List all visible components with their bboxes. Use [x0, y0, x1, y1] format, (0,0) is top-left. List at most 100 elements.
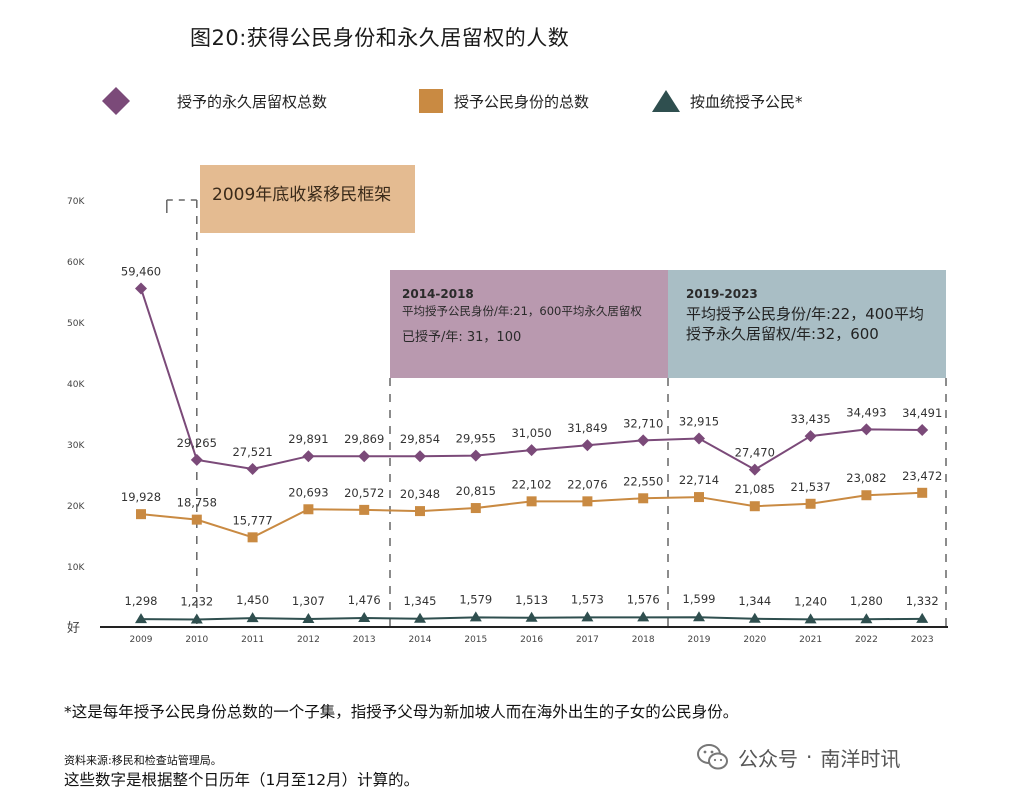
data-label: 1,240 — [794, 594, 827, 608]
legend-label: 按血统授予公民* — [690, 92, 803, 111]
watermark-name: 南洋时讯 — [820, 746, 901, 771]
data-label: 1,332 — [906, 594, 939, 608]
data-point — [860, 613, 873, 624]
data-point — [302, 613, 315, 624]
data-label: 19,928 — [121, 490, 161, 504]
data-point — [246, 463, 259, 476]
panel-title: 2019-2023 — [686, 287, 758, 301]
x-tick-label: 2021 — [799, 635, 822, 645]
data-point — [582, 496, 593, 507]
y-tick-label: 40K — [67, 380, 85, 390]
y-tick-label: 好 — [67, 621, 80, 636]
data-point — [525, 444, 538, 457]
data-label: 34,491 — [902, 406, 942, 420]
x-tick-label: 2018 — [632, 635, 655, 645]
data-label: 20,693 — [288, 485, 328, 499]
data-point — [694, 492, 704, 503]
data-point — [693, 611, 705, 622]
data-label: 23,082 — [846, 471, 886, 485]
x-tick-label: 2009 — [130, 635, 153, 645]
data-point — [526, 496, 537, 507]
data-label: 20,348 — [400, 487, 440, 501]
legend-label: 授予的永久居留权总数 — [177, 92, 328, 111]
data-label: 34,493 — [846, 405, 886, 419]
data-label: 27,470 — [735, 446, 775, 460]
y-tick-label: 10K — [67, 563, 85, 573]
data-point — [190, 613, 203, 624]
data-label: 1,599 — [683, 592, 716, 606]
calendar-note: 这些数字是根据整个日历年（1月至12月）计算的。 — [64, 771, 420, 789]
y-tick-label: 70K — [67, 197, 85, 207]
data-label: 22,102 — [511, 477, 551, 491]
data-label: 20,572 — [344, 486, 384, 500]
data-point — [136, 509, 146, 520]
y-tick-label: 60K — [67, 258, 85, 268]
data-point — [358, 611, 371, 622]
data-label: 29,869 — [344, 432, 384, 446]
data-label: 1,573 — [571, 592, 604, 606]
panel-body: 平均授予公民身份/年:22，400平均授予永久居留权/年:32，600 — [686, 305, 924, 343]
series-line — [140, 288, 923, 471]
y-tick-label: 50K — [67, 319, 85, 329]
data-point — [638, 493, 649, 504]
data-point — [916, 612, 929, 623]
data-point — [415, 506, 425, 517]
data-label: 15,777 — [232, 513, 272, 527]
data-label: 32,915 — [679, 415, 719, 429]
data-point — [414, 450, 426, 463]
x-tick-label: 2017 — [576, 635, 599, 645]
data-label: 29,891 — [288, 432, 328, 446]
data-label: 1,450 — [236, 593, 269, 607]
data-point — [303, 504, 314, 515]
data-label: 1,307 — [292, 594, 325, 608]
data-label: 27,521 — [232, 445, 272, 459]
data-point — [247, 532, 258, 543]
triangle-icon — [652, 90, 680, 112]
data-label: 21,085 — [735, 482, 775, 496]
data-point — [302, 450, 315, 463]
data-point — [804, 613, 817, 624]
data-label: 21,537 — [790, 480, 830, 494]
watermark-separator: · — [806, 745, 813, 769]
data-point — [190, 453, 203, 466]
data-point — [637, 611, 650, 622]
data-label: 1,280 — [850, 594, 883, 608]
data-point — [581, 439, 594, 452]
x-tick-label: 2020 — [743, 635, 766, 645]
x-tick-label: 2016 — [520, 635, 543, 645]
annotation-box: 2009年底收紧移民框架 — [200, 165, 415, 233]
data-label: 1,513 — [515, 593, 548, 607]
y-tick-label: 30K — [67, 441, 85, 451]
data-point — [861, 490, 872, 501]
x-tick-label: 2019 — [688, 635, 711, 645]
panel-body-extra: 已授予/年: 31，100 — [402, 330, 522, 345]
data-point — [358, 450, 371, 463]
legend-item-permanent-residence: 授予的永久居留权总数 — [100, 86, 327, 116]
chart-title: 图20:获得公民身份和永久居留权的人数 — [190, 26, 570, 50]
data-label: 1,232 — [180, 594, 213, 608]
panel-body: 平均授予公民身份/年:21，600平均永久居留权 — [402, 304, 642, 318]
panel-title: 2014-2018 — [402, 287, 474, 301]
square-icon — [419, 89, 443, 113]
data-point — [637, 434, 650, 447]
x-tick-label: 2011 — [241, 635, 264, 645]
data-label: 33,435 — [790, 412, 830, 426]
data-label: 29,265 — [177, 436, 217, 450]
data-point — [246, 612, 259, 623]
data-label: 1,345 — [404, 594, 437, 608]
data-point — [749, 501, 760, 512]
y-tick-label: 20K — [67, 502, 85, 512]
legend-item-citizen-by-descent: 按血统授予公民* — [650, 86, 803, 116]
data-point — [581, 611, 594, 622]
data-point — [916, 423, 929, 436]
data-point — [359, 504, 370, 515]
data-label: 29,854 — [400, 432, 440, 446]
data-point — [525, 611, 538, 622]
data-label: 1,344 — [738, 594, 771, 608]
data-label: 31,050 — [511, 426, 551, 440]
data-label: 20,815 — [456, 484, 496, 498]
data-point — [804, 430, 817, 443]
legend-item-citizenship: 授予公民身份的总数 — [418, 86, 589, 116]
period-panel-2019-2023: 2019-2023 平均授予公民身份/年:22，400平均授予永久居留权/年:3… — [668, 270, 946, 378]
